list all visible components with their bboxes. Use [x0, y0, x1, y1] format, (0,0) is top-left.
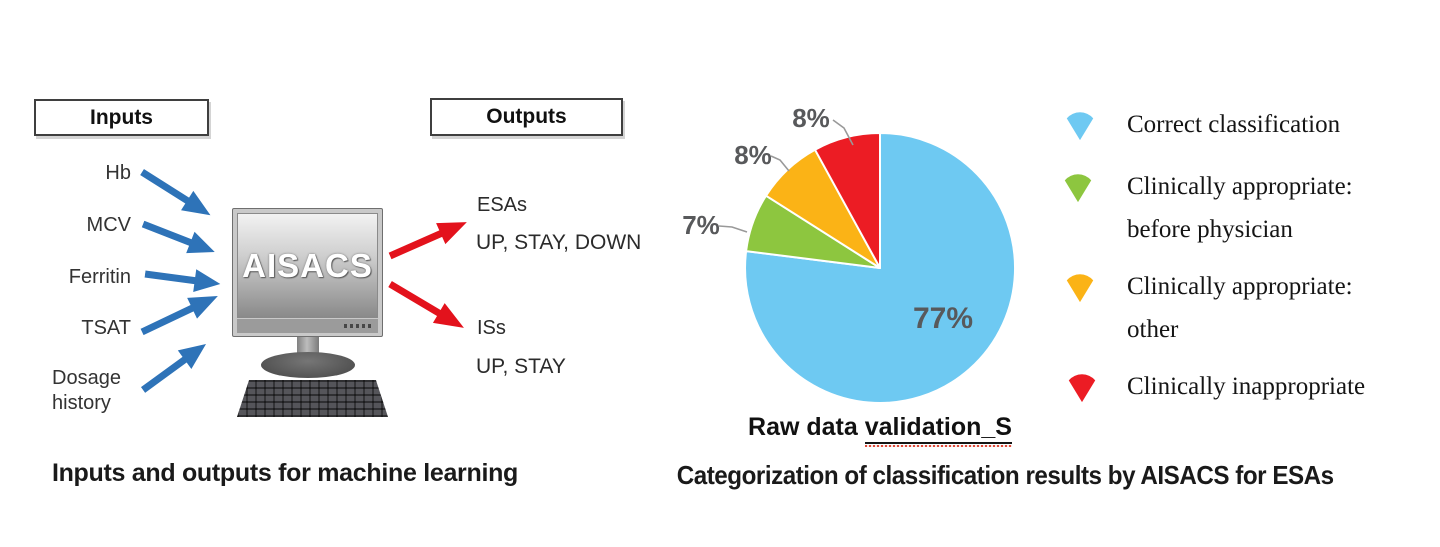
input-arrow-hb: [136, 162, 217, 226]
legend-label: Clinically appropriate:: [1127, 273, 1353, 300]
pie-label-blue: 77%: [913, 302, 973, 335]
legend-wedge-icon: [1066, 112, 1094, 141]
output-label-iss: ISs: [477, 317, 506, 339]
input-label-dosage-history: Dosage history: [52, 367, 121, 414]
right-panel-caption: Categorization of classification results…: [676, 460, 1334, 490]
left-panel-caption: Inputs and outputs for machine learning: [51, 459, 519, 487]
output-values-esas: UP, STAY, DOWN: [476, 231, 642, 254]
legend-wedge-icon: [1068, 374, 1096, 403]
inputs-box-label: Inputs: [90, 105, 153, 129]
pie-label-red: 8%: [792, 103, 830, 133]
legend-wedge-icon: [1066, 274, 1094, 303]
inputs-box: Inputs: [34, 99, 209, 136]
output-label-esas: ESAs: [477, 194, 528, 216]
input-arrow-dosage: [136, 334, 213, 399]
legend-item-inappropriate: Clinically inappropriate: [1065, 369, 1365, 408]
outputs-box: Outputs: [430, 98, 623, 136]
input-label-ferritin: Ferritin: [68, 266, 131, 288]
monitor-buttons-icon: [344, 324, 372, 328]
input-arrow-ferritin: [143, 262, 222, 296]
aisacs-label: AISACS: [242, 246, 373, 284]
pie-caption-underlined: validation_S: [864, 413, 1012, 444]
output-values-iss: UP, STAY: [476, 355, 566, 378]
input-arrow-tsat: [137, 285, 223, 343]
pie-caption-prefix: Raw data: [748, 413, 865, 441]
legend-label: Correct classification: [1127, 111, 1341, 138]
legend-label-line2: other: [1127, 316, 1179, 343]
pie-caption: Raw data validation_S: [660, 413, 1100, 444]
outputs-box-label: Outputs: [486, 105, 567, 128]
output-arrow-esas: [385, 211, 472, 267]
keyboard: [237, 380, 388, 417]
legend-label-line2: before physician: [1127, 216, 1293, 243]
pie-label-green: 7%: [682, 210, 720, 240]
leader-line-orange: [770, 155, 790, 172]
monitor-bezel: [237, 319, 378, 333]
computer-monitor: AISACS: [232, 208, 383, 337]
pie-chart: 8% 8% 7% 77%: [682, 103, 1017, 404]
pie-slice-inappropriate: [814, 132, 881, 269]
input-label-mcv: MCV: [86, 214, 131, 236]
pie-label-orange: 8%: [734, 140, 772, 170]
leader-line-green: [718, 225, 748, 233]
leader-line-red: [832, 119, 854, 146]
legend-item-before-physician: Clinically appropriate: before physician: [1061, 169, 1353, 251]
legend-item-other: Clinically appropriate: other: [1063, 269, 1353, 351]
legend-item-correct: Correct classification: [1063, 107, 1340, 146]
monitor-screen: AISACS: [237, 213, 378, 318]
legend-label: Clinically appropriate:: [1127, 173, 1353, 200]
legend-wedge-icon: [1064, 174, 1092, 203]
monitor-base: [261, 352, 355, 378]
input-arrow-mcv: [139, 213, 219, 263]
legend-label: Clinically inappropriate: [1127, 373, 1366, 400]
input-label-tsat: TSAT: [81, 317, 131, 339]
input-label-hb: Hb: [105, 162, 131, 184]
output-arrow-iss: [384, 274, 470, 339]
